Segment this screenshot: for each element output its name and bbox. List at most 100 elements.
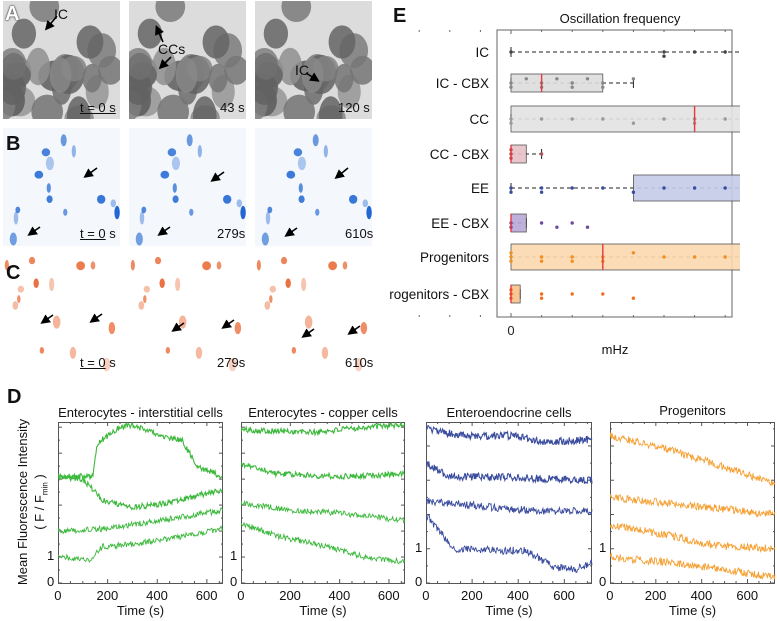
chart-d3-title: Enteroendocrine cells	[446, 405, 572, 420]
cell	[298, 195, 305, 203]
cell	[97, 194, 106, 204]
cell	[26, 47, 50, 86]
cell	[350, 55, 372, 85]
cell	[3, 52, 26, 80]
box	[632, 174, 740, 202]
cell	[223, 194, 232, 204]
trace-3	[58, 507, 223, 535]
panel-a-image-t0	[3, 1, 120, 119]
plot-frame	[610, 422, 775, 584]
cell	[143, 295, 147, 303]
y-tick-label: 1	[47, 548, 55, 564]
data-point	[524, 77, 528, 81]
cell	[293, 148, 303, 157]
data-point	[539, 255, 544, 259]
cell	[135, 232, 143, 246]
data-point	[539, 259, 544, 263]
group-label: EE - CBX	[431, 216, 489, 231]
data-point	[570, 255, 574, 259]
x-tick-label: 600	[195, 588, 218, 603]
panel-b-image-279s	[129, 128, 246, 246]
trace-3	[241, 500, 405, 524]
ylabel-units-text: ( F / F	[32, 495, 47, 530]
timestamp-c-2: 610s	[345, 355, 374, 370]
data-point	[692, 50, 697, 54]
data-point	[601, 81, 605, 85]
cell	[263, 18, 289, 49]
data-point	[539, 190, 544, 194]
plot-frame	[496, 29, 733, 318]
cell	[76, 261, 86, 271]
timestamp-c-0: t = 0 s	[80, 355, 116, 370]
plot-frame	[58, 422, 223, 584]
cell	[102, 357, 111, 372]
cell	[349, 194, 358, 204]
cell	[281, 1, 312, 23]
cell	[328, 261, 338, 271]
timestamp-c-0-value: t = 0	[80, 355, 106, 370]
data-point	[631, 251, 636, 255]
group-label: EE	[471, 181, 489, 196]
x-tick-label: 0	[54, 588, 62, 603]
box	[510, 243, 740, 271]
label-ic-2: IC	[295, 62, 309, 78]
data-point	[509, 121, 513, 125]
x-tick-label: 200	[96, 588, 119, 603]
data-point	[570, 81, 574, 85]
cell	[360, 321, 368, 335]
cell	[362, 199, 368, 208]
trace-1	[610, 432, 776, 487]
cell	[157, 94, 189, 119]
cell	[312, 134, 319, 147]
x-tick-label: 200	[461, 588, 483, 603]
data-point	[723, 255, 727, 259]
data-point	[509, 186, 513, 190]
group-label: Progenitors - CBX	[390, 287, 489, 302]
cell	[236, 199, 242, 208]
data-point	[662, 186, 666, 190]
cell	[286, 170, 296, 179]
cell	[9, 232, 17, 246]
cell	[66, 96, 91, 119]
x-tick-label: 600	[377, 588, 400, 603]
trace-1	[58, 422, 223, 481]
cell	[4, 259, 9, 271]
x-axis-label: Time (s)	[116, 603, 165, 618]
cell	[46, 195, 53, 203]
label-ic: IC	[54, 6, 68, 22]
ylabel-units-sub: min	[40, 482, 50, 496]
cell	[63, 208, 68, 216]
y-tick-label: 1	[599, 539, 607, 555]
cell	[301, 277, 307, 292]
timestamp-a-1: 43 s	[220, 100, 245, 115]
data-point	[539, 186, 544, 190]
panel-a-image-43s	[129, 1, 246, 119]
cell	[256, 259, 261, 271]
ylabel-units-close: )	[32, 474, 47, 483]
y-tick-label: 0	[230, 574, 238, 589]
line-chart-1	[58, 422, 223, 584]
data-point	[692, 255, 697, 259]
trace-2	[58, 473, 223, 511]
data-point	[723, 50, 727, 54]
data-point	[555, 77, 559, 81]
trace-4	[610, 552, 776, 581]
cell	[202, 25, 230, 59]
cell	[342, 261, 348, 270]
trace-3	[426, 498, 593, 516]
data-point	[601, 292, 605, 296]
timestamp-b-0-unit: s	[109, 226, 116, 241]
x-tick-label: 200	[279, 588, 301, 603]
data-point	[601, 117, 605, 121]
cell	[34, 170, 44, 179]
cell	[172, 195, 179, 203]
x-tick-label: 0	[422, 588, 430, 603]
cell	[17, 285, 25, 293]
cell	[129, 52, 152, 80]
cell	[49, 57, 72, 93]
box	[510, 105, 740, 133]
line-chart-2	[241, 422, 405, 584]
cell	[178, 315, 187, 329]
cell	[304, 315, 313, 329]
